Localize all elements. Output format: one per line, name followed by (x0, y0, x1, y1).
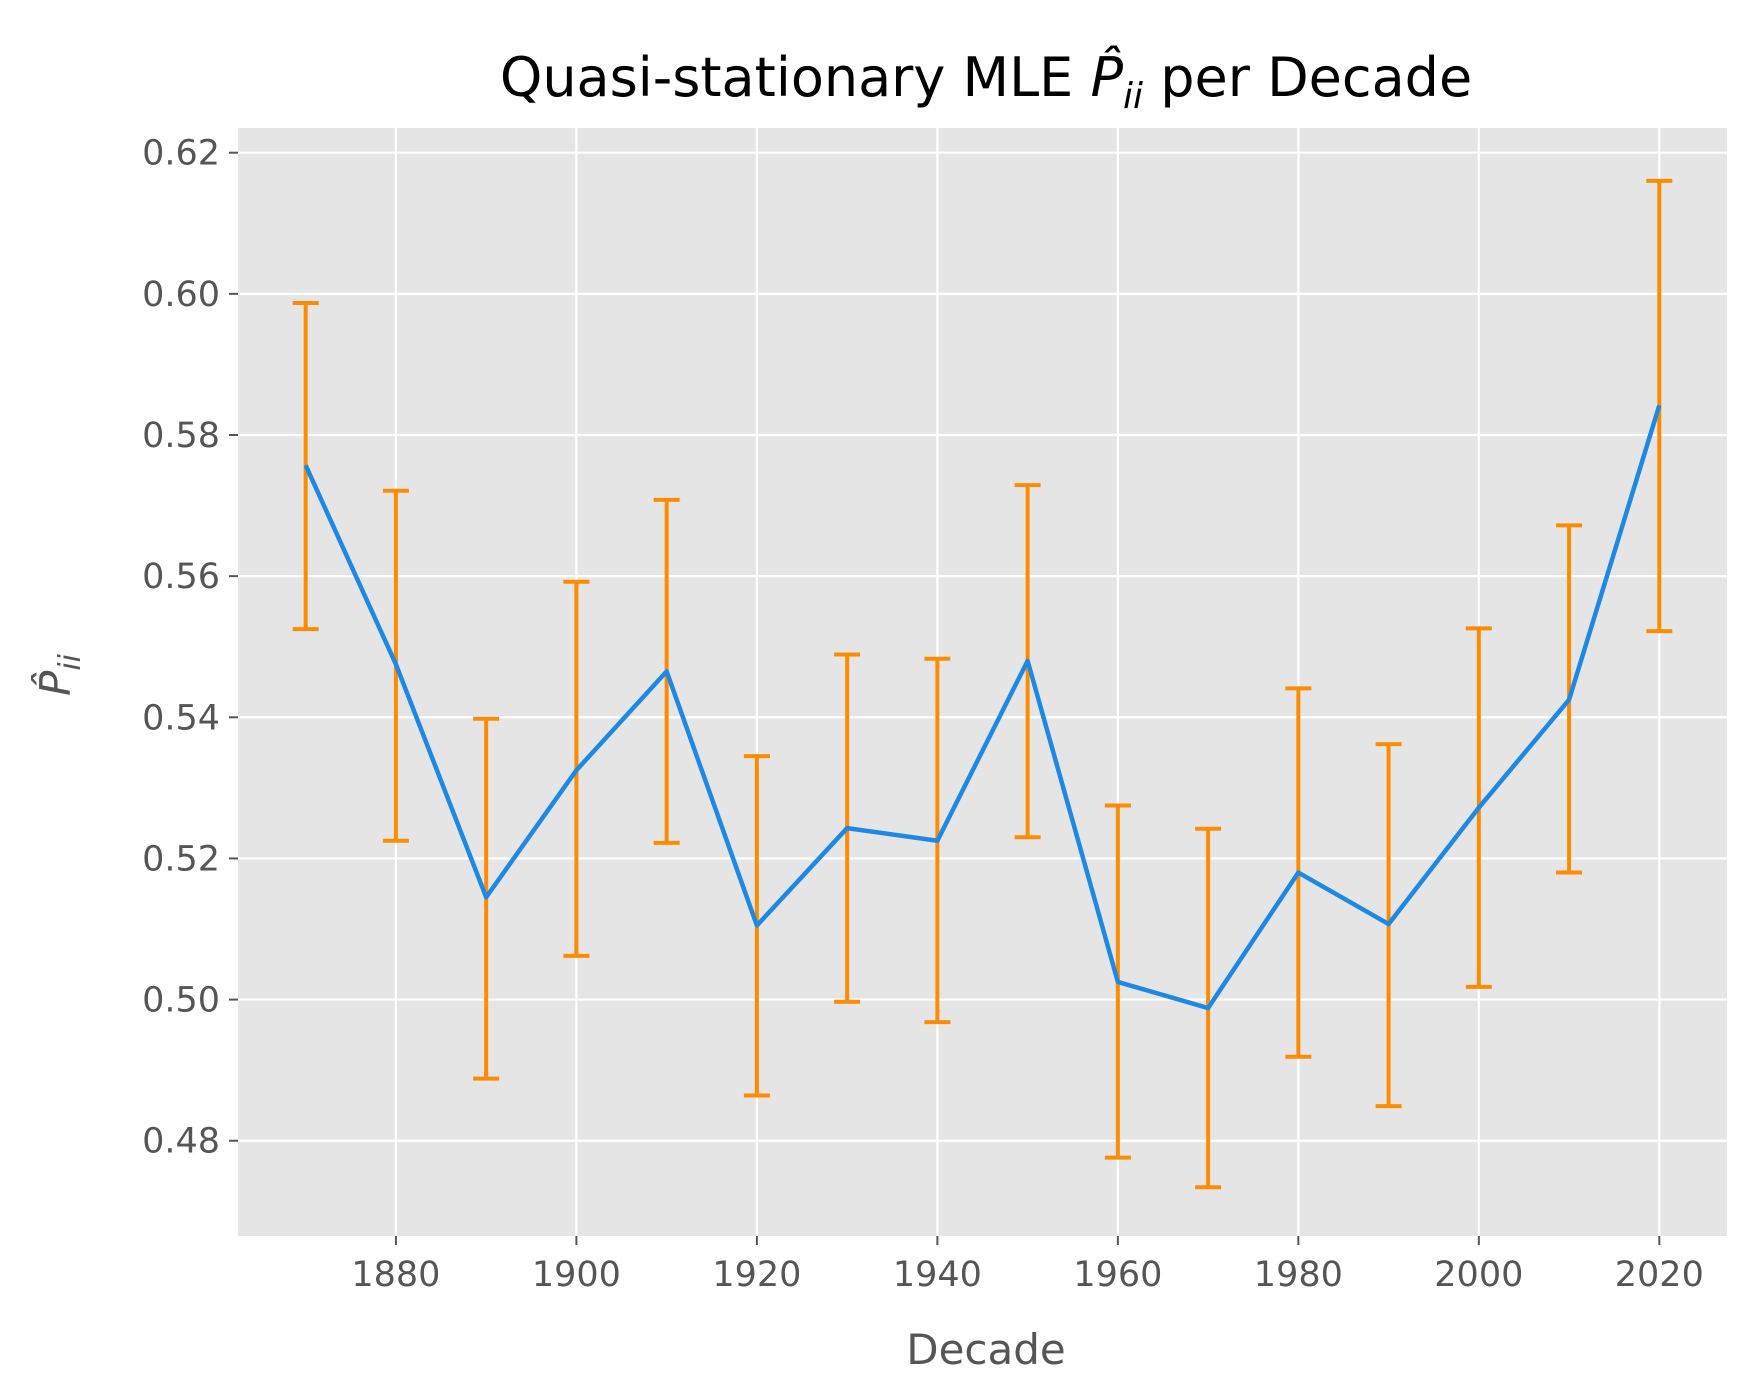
x-tick-label: 1920 (712, 1255, 801, 1295)
y-tick-label: 0.52 (142, 839, 220, 879)
series-group (303, 404, 1662, 1011)
x-tick-label: 2000 (1434, 1255, 1523, 1295)
x-axis-label: Decade (906, 1325, 1066, 1374)
y-tick-label: 0.50 (142, 981, 220, 1021)
x-tick-label: 1900 (532, 1255, 621, 1295)
series-line (303, 404, 1662, 1011)
y-tick-label: 0.54 (142, 698, 220, 738)
y-tick-label: 0.60 (142, 275, 220, 315)
x-tick-label: 1960 (1073, 1255, 1162, 1295)
axes: 1880 1900 1920 1940 1960 1980 2000 2020 0.48 0.50… (142, 134, 1704, 1295)
y-axis-label: P̂ii (30, 653, 88, 696)
y-tick-label: 0.48 (142, 1122, 220, 1162)
x-tick-label: 1980 (1254, 1255, 1343, 1295)
x-tick-label: 1940 (893, 1255, 982, 1295)
y-tick-label: 0.62 (142, 134, 220, 174)
chart-title: Quasi-stationary MLE P̂ii per Decade (500, 46, 1472, 117)
y-tick-label: 0.56 (142, 557, 220, 597)
y-tick-label: 0.58 (142, 416, 220, 456)
x-tick-label: 1880 (351, 1255, 440, 1295)
x-tick-label: 2020 (1615, 1255, 1704, 1295)
